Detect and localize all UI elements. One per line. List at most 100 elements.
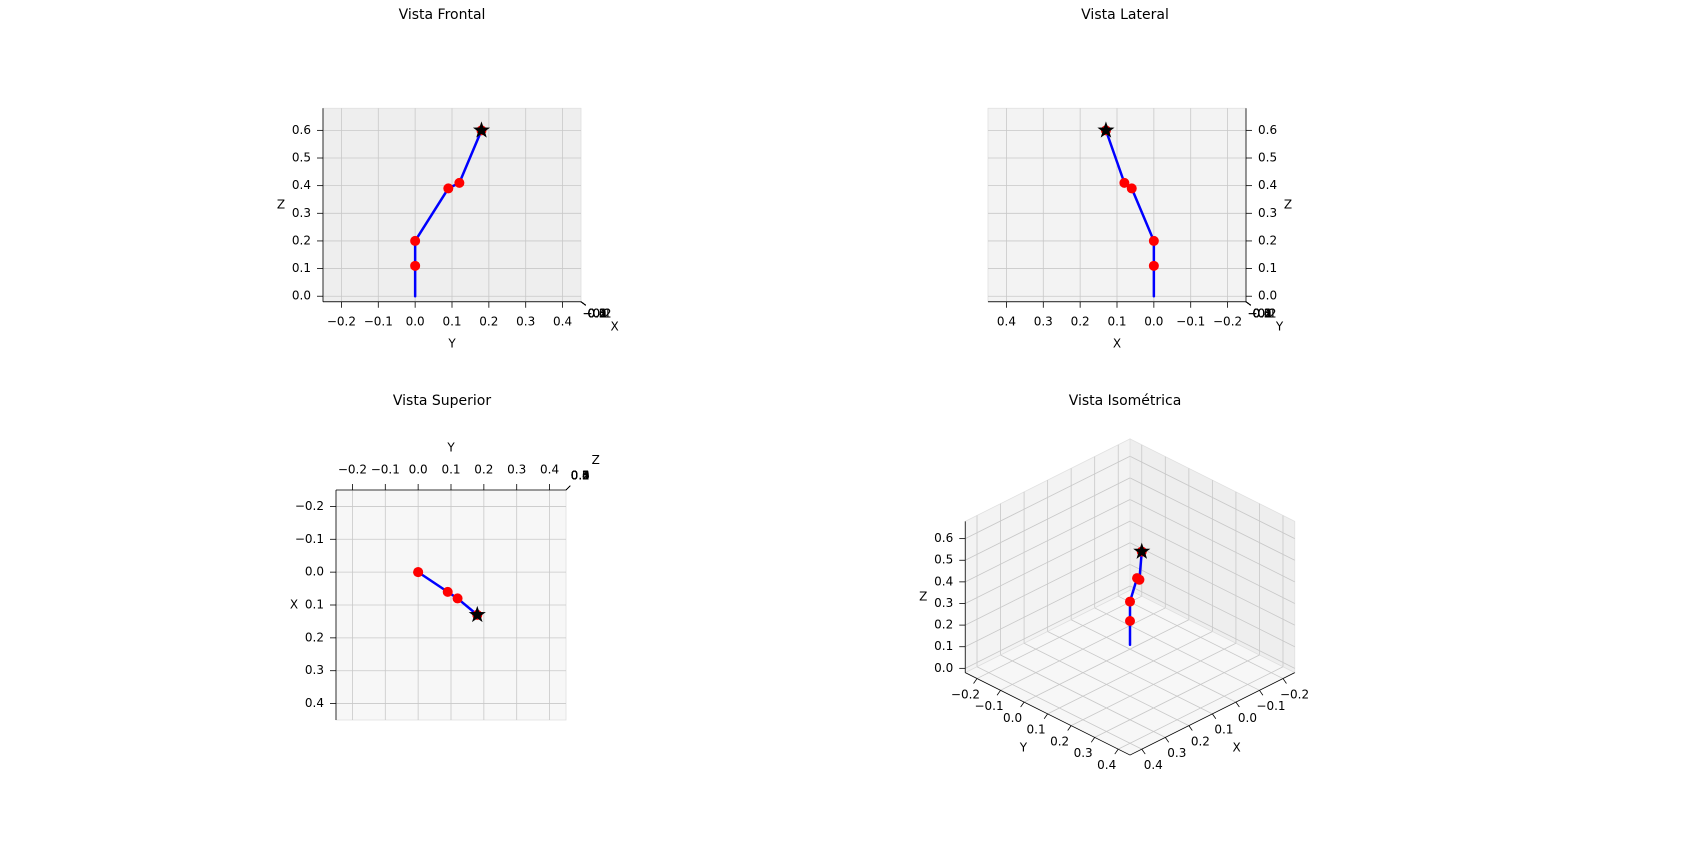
tick-label: −0.2 [338,463,367,477]
tick-label: 0.4 [1144,758,1163,772]
subplot-title: Vista Superior [393,393,491,409]
tick-label: 0.2 [479,314,498,328]
tick-label: −0.2 [951,687,980,701]
tick-label: 0.2 [1252,306,1271,320]
axis-label: Y [446,441,455,455]
tick-label: 0.1 [1258,261,1277,275]
tick-label: 0.2 [571,468,590,482]
tick-label: 0.3 [1074,746,1093,760]
grid-line [965,563,1131,648]
axis-label: X [1113,336,1121,350]
tick-label: 0.1 [1027,723,1046,737]
tick-label: 0.0 [571,468,590,482]
end-effector [1133,542,1151,559]
axis-label: Z [277,198,285,212]
tick-label: 0.4 [540,463,559,477]
tick-label: 0.2 [1258,233,1277,247]
tick-label: 0.0 [292,289,311,303]
joint [413,567,424,578]
tick-label: −0.2 [295,499,324,513]
grid-line [965,455,1131,539]
tick-label: 0.1 [934,639,953,653]
tick-label: 0.1 [1214,723,1233,737]
joint [1148,235,1159,246]
grid-line [1118,666,1284,750]
tick-mark [973,678,978,684]
tick-mark [1259,690,1264,696]
tick-label: 0.4 [1252,306,1271,320]
tick-label: 0.0 [1252,306,1271,320]
tick-label: 0.3 [587,306,606,320]
axis-label: Z [919,590,927,604]
grid-line [1129,542,1295,626]
joint [452,593,463,604]
axis-label: X [1232,741,1240,755]
tick-label: 0.1 [587,306,606,320]
link [413,187,450,243]
tick-mark [580,301,587,306]
tick-mark [1090,737,1096,743]
tick-label: 0.5 [571,468,590,482]
tick-mark [1245,301,1252,306]
joint [410,235,421,246]
tick-label: 0.2 [1050,734,1069,748]
link [416,570,449,594]
grid-line [1070,642,1237,726]
tick-mark [565,485,571,491]
tick-mark [996,690,1001,696]
tick-label: 0.1 [441,463,460,477]
tick-label: 0.4 [305,696,324,710]
joint [443,183,454,194]
tick-label: −0.1 [1256,699,1285,713]
grid-line [1129,563,1295,648]
tick-label: 0.2 [292,233,311,247]
joint [1126,183,1137,194]
tick-label: 0.3 [507,463,526,477]
grid-line [1047,631,1213,715]
tick-label: 0.4 [1097,758,1116,772]
tick-label: 0.3 [1258,206,1277,220]
grid-line [965,477,1131,561]
subplot: Vista Frontal−0.2−0.10.00.10.20.30.4X−0.… [277,7,619,350]
grid-line [976,595,1142,679]
subplot-title: Vista Isométrica [1069,393,1182,409]
tick-mark [1235,701,1240,708]
tick-label: 0.6 [934,531,953,545]
joint [442,586,453,597]
tick-label: 0.1 [305,598,324,612]
tick-label: −0.2 [1247,306,1276,320]
end-effector [1097,121,1115,138]
grid-line [1000,607,1166,691]
tick-label: −0.2 [1280,687,1309,701]
tick-label: 0.3 [1034,314,1053,328]
tick-label: 0.0 [587,306,606,320]
tick-label: 0.2 [934,618,953,632]
tick-label: −0.2 [1213,314,1242,328]
tick-label: 0.4 [292,178,311,192]
tick-label: 0.2 [305,630,324,644]
end-effector [472,121,491,138]
axis-label: X [610,319,618,333]
tick-label: −0.2 [582,306,611,320]
tick-label: −0.1 [295,532,324,546]
grid-line [965,542,1131,626]
tick-mark [1164,737,1170,743]
end-effector [468,605,486,623]
tick-label: −0.1 [1247,306,1276,320]
tick-mark [1067,725,1072,731]
axis-label: Z [1284,198,1292,212]
grid-line [1129,477,1295,561]
tick-label: 0.5 [934,553,953,567]
tick-label: 0.4 [1258,178,1277,192]
tick-label: 0.1 [442,314,461,328]
tick-label: 0.3 [292,206,311,220]
tick-label: 0.2 [1071,314,1090,328]
grid-line [965,520,1131,604]
tick-mark [1282,678,1287,684]
tick-label: 0.4 [587,306,606,320]
axis-label: Y [447,336,456,350]
tick-label: 0.0 [406,314,425,328]
tick-label: 0.6 [292,123,311,137]
grid-line [1129,499,1295,583]
grid-line [1129,520,1295,604]
